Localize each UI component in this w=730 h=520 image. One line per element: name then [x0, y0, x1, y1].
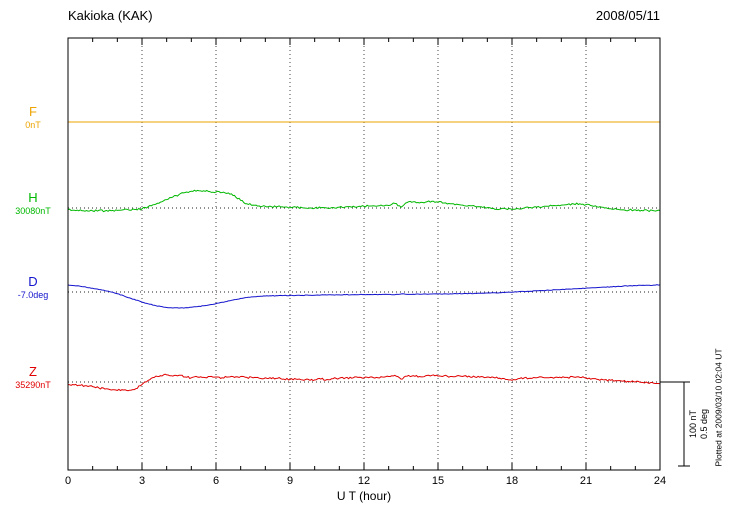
trace-Z	[67, 373, 661, 392]
chart-title: Kakioka (KAK)	[68, 8, 153, 23]
x-tick-label-3: 3	[138, 475, 146, 487]
chart-date: 2008/05/11	[595, 8, 660, 23]
series-baseline-value-H: 30080nT	[15, 206, 51, 216]
trace-H	[67, 189, 661, 213]
x-tick-label-15: 15	[431, 475, 445, 487]
x-tick-label-18: 18	[505, 475, 519, 487]
series-baseline-value-F: 0nT	[25, 120, 41, 130]
plot-frame	[67, 37, 661, 471]
series-label-H: H 30080nT	[4, 191, 62, 216]
x-tick-label-0: 0	[64, 475, 72, 487]
series-label-F: F 0nT	[4, 105, 62, 130]
series-letter-D: D	[28, 274, 38, 289]
scale-bar-label-deg: 0.5 deg	[699, 408, 709, 440]
series-label-Z: Z 35290nT	[4, 365, 62, 390]
series-baseline-value-Z: 35290nT	[15, 380, 51, 390]
series-letter-Z: Z	[29, 364, 37, 379]
x-tick-label-12: 12	[357, 475, 371, 487]
x-tick-label-24: 24	[653, 475, 667, 487]
series-letter-H: H	[28, 190, 38, 205]
series-label-D: D -7.0deg	[4, 275, 62, 300]
plotted-at-note: Plotted at 2009/03/10 02:04 UT	[713, 348, 724, 467]
trace-D	[67, 284, 661, 309]
x-tick-label-9: 9	[286, 475, 294, 487]
x-axis-label: U T (hour)	[336, 489, 392, 503]
series-baseline-value-D: -7.0deg	[17, 290, 49, 300]
x-tick-label-6: 6	[212, 475, 220, 487]
x-tick-label-21: 21	[579, 475, 593, 487]
series-letter-F: F	[29, 104, 37, 119]
